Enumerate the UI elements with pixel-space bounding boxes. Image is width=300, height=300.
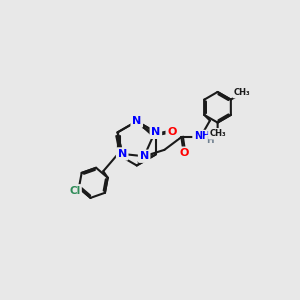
Text: N: N <box>118 149 127 159</box>
Text: NH: NH <box>194 131 210 141</box>
Text: O: O <box>179 148 188 158</box>
Text: O: O <box>167 127 177 137</box>
Text: N: N <box>140 151 149 161</box>
Text: Cl: Cl <box>69 186 80 196</box>
Text: N: N <box>151 127 160 137</box>
Text: CH₃: CH₃ <box>234 88 250 97</box>
Text: CH₃: CH₃ <box>209 129 226 138</box>
Text: N: N <box>132 116 141 126</box>
Text: H: H <box>206 136 214 145</box>
